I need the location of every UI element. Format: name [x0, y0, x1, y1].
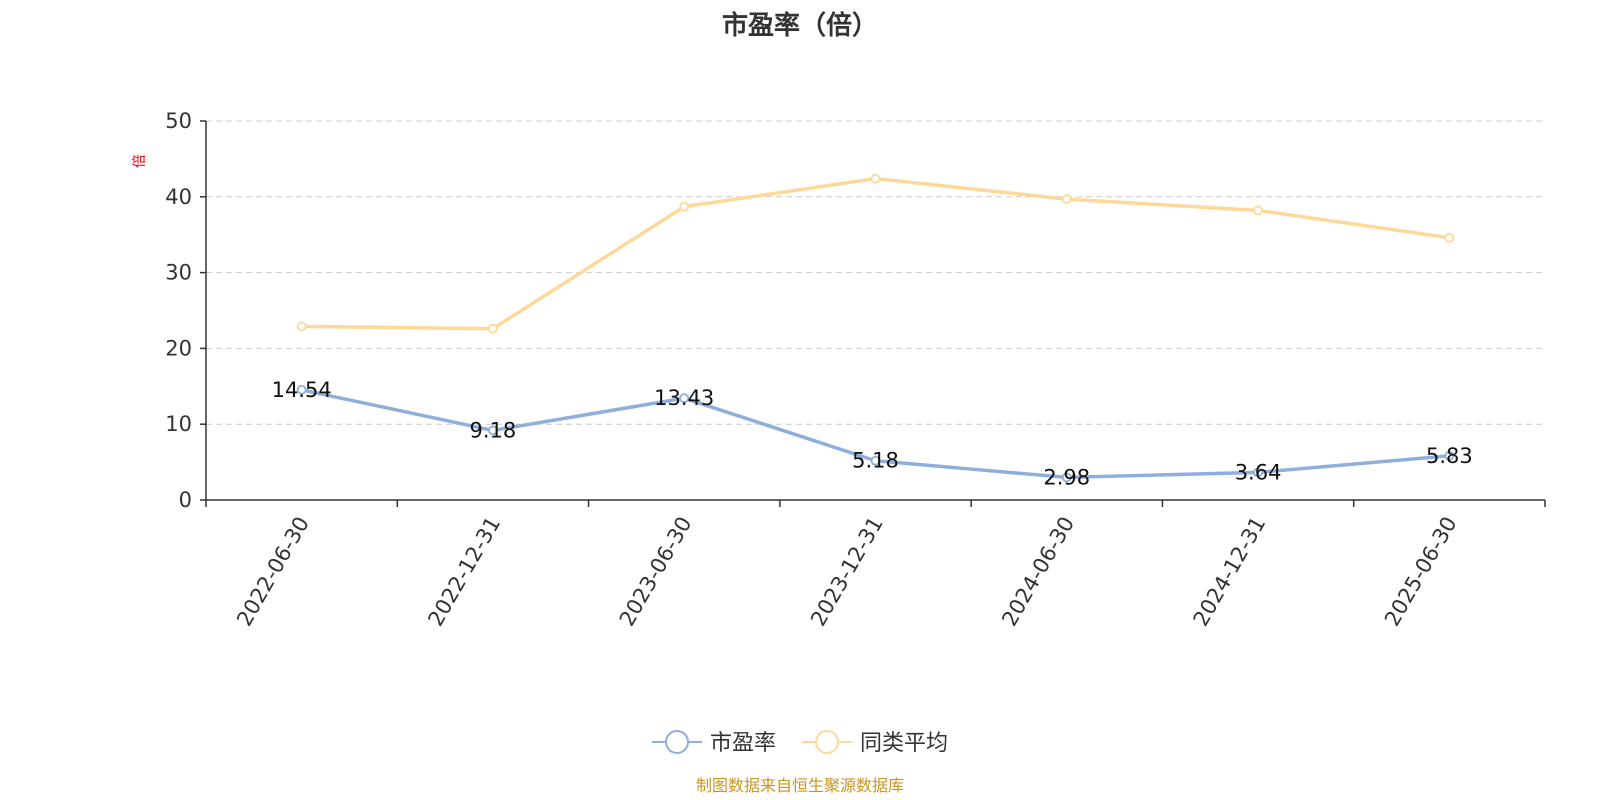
y-tick-label-5: 50 [165, 109, 192, 133]
legend[interactable]: 市盈率 同类平均 [652, 730, 948, 756]
series-0-point-3[interactable] [870, 455, 881, 466]
x-tick-label-2: 2023-06-30 [615, 513, 697, 631]
series-1-point-2[interactable] [679, 201, 690, 212]
grid-lines [206, 120, 1545, 425]
series-0-data-label-0: 14.54 [272, 378, 332, 402]
series-lines [296, 173, 1455, 483]
x-tick-label-4: 2024-06-30 [997, 513, 1079, 631]
y-axis-unit-label: 倍 [132, 154, 148, 168]
series-0-data-label-4: 2.98 [1043, 465, 1090, 489]
series-0-point-4[interactable] [1061, 472, 1072, 483]
series-0-point-1[interactable] [488, 425, 498, 436]
x-tick-label-1: 2022-12-31 [423, 513, 505, 631]
legend-item-1[interactable]: 同类平均 [802, 730, 948, 756]
series-1-point-5[interactable] [1253, 205, 1263, 216]
legend-marker-1 [815, 730, 839, 754]
series-0-point-2[interactable] [679, 393, 690, 404]
series-0-data-label-5: 3.64 [1235, 460, 1282, 484]
y-tick-label-3: 30 [165, 261, 192, 285]
y-tick-label-4: 40 [165, 185, 192, 209]
series-0-data-label-3: 5.18 [852, 449, 899, 473]
y-tick-label-1: 10 [165, 412, 192, 436]
legend-label-0: 市盈率 [710, 731, 776, 756]
series-0-data-label-1: 9.18 [470, 418, 517, 442]
legend-item-0[interactable]: 市盈率 [652, 730, 776, 756]
legend-marker-0 [665, 730, 689, 754]
series-1-point-1[interactable] [488, 323, 498, 334]
series-0-point-5[interactable] [1253, 467, 1263, 478]
y-tick-label-2: 20 [165, 336, 192, 360]
x-tick-label-5: 2024-12-31 [1189, 513, 1271, 631]
series-1-point-3[interactable] [870, 173, 881, 184]
series-0-data-label-6: 5.83 [1426, 444, 1473, 468]
legend-label-1: 同类平均 [860, 731, 948, 756]
x-tick-label-6: 2025-06-30 [1380, 513, 1462, 631]
axes: 0 10 20 30 40 50 2022-06-30 2022-12-31 2023-06-3… [165, 109, 1546, 631]
series-0-point-6[interactable] [1444, 450, 1455, 461]
series-line-1 [301, 176, 1450, 331]
chart-title: 市盈率（倍） [722, 10, 878, 41]
x-tick-label-0: 2022-06-30 [232, 513, 314, 631]
source-note: 制图数据来自恒生聚源数据库 [696, 776, 904, 795]
series-0-point-0[interactable] [296, 384, 307, 395]
series-0-data-label-2: 13.43 [654, 386, 714, 410]
x-tick-label-3: 2023-12-31 [806, 513, 888, 631]
series-1-point-0[interactable] [296, 321, 307, 332]
series-1-point-6[interactable] [1444, 232, 1455, 243]
data-labels: 14.54 9.18 13.43 5.18 2.98 3.64 5.83 [272, 378, 1473, 490]
y-tick-label-0: 0 [179, 488, 192, 512]
series-1-point-4[interactable] [1061, 194, 1072, 204]
